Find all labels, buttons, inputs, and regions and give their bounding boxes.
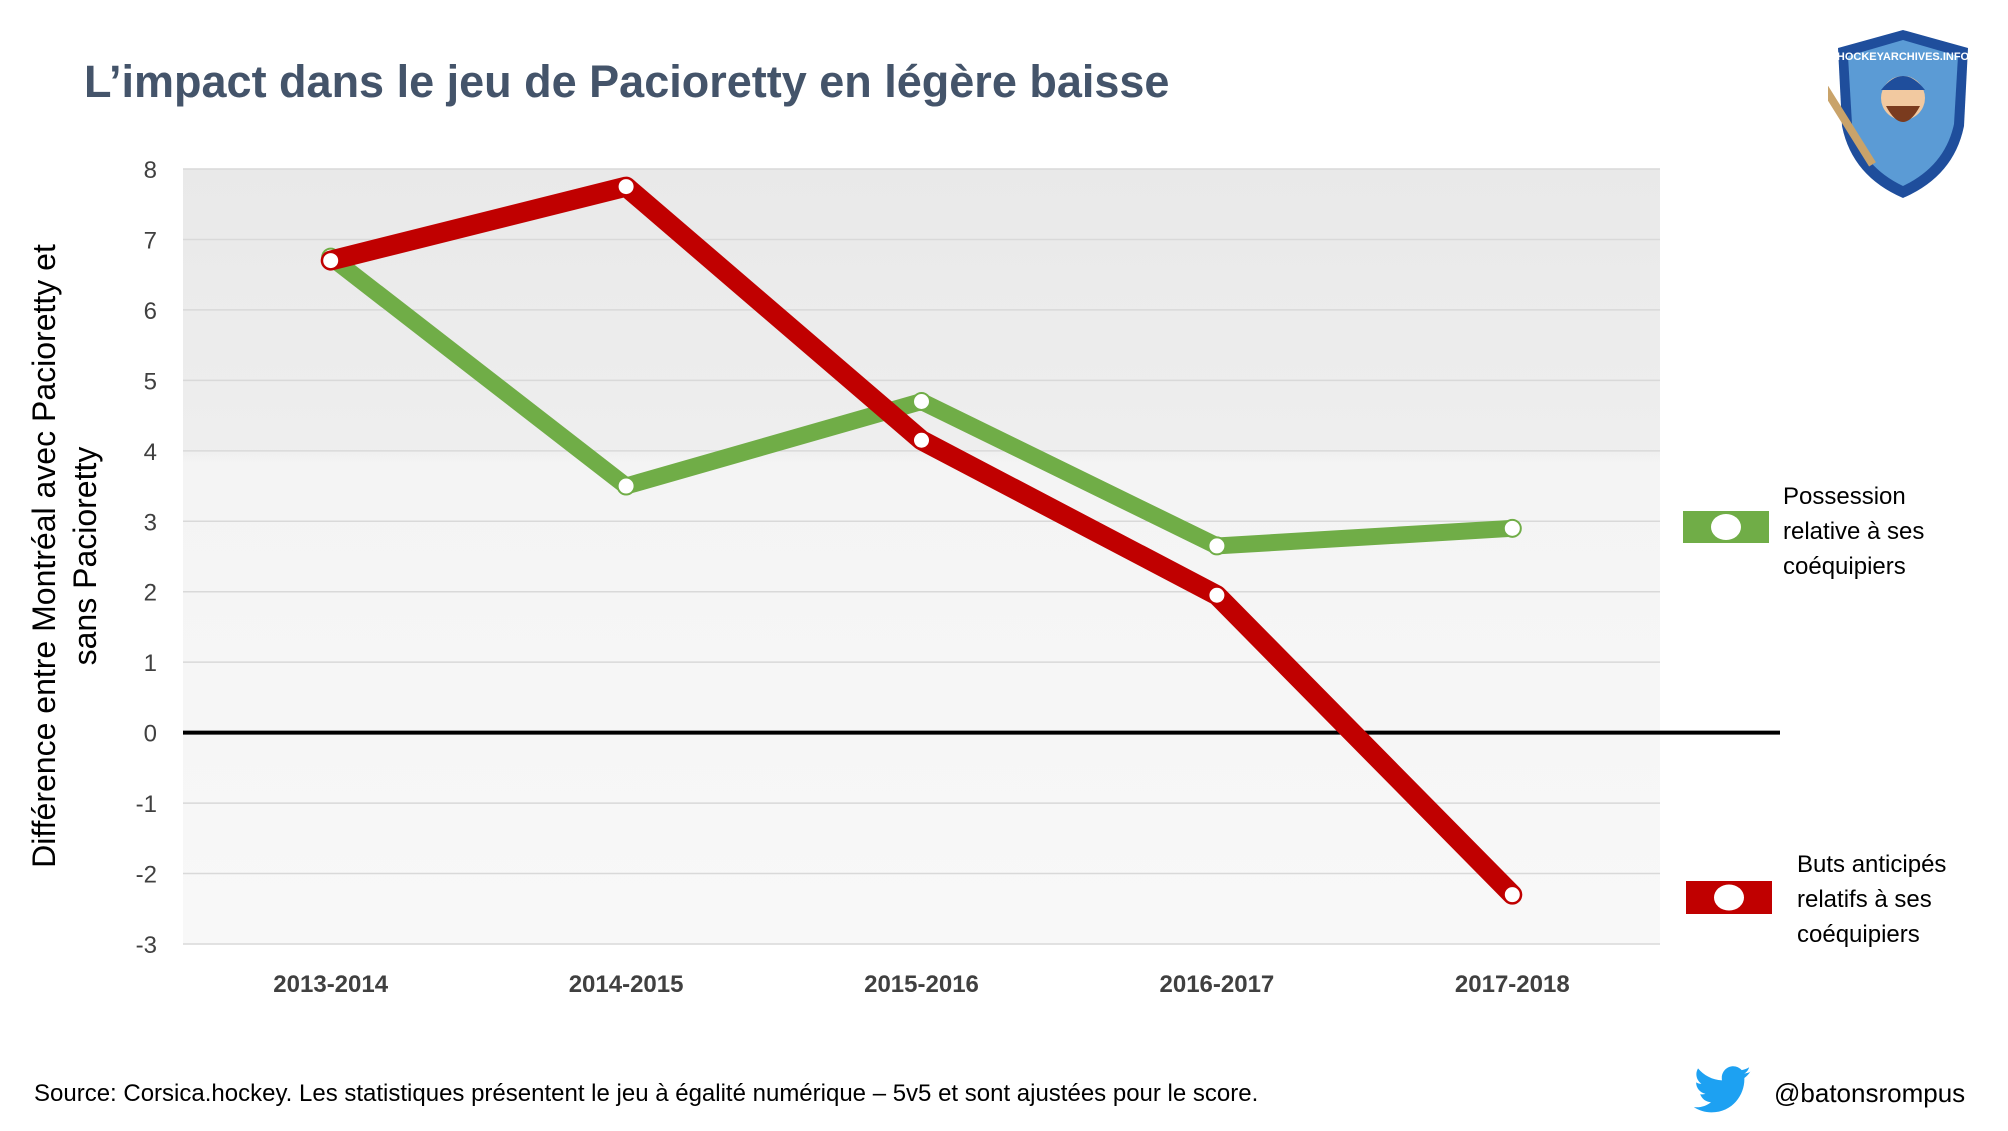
y-tick-label: 8 bbox=[144, 157, 157, 184]
legend-label-line: relatifs à ses bbox=[1797, 886, 1932, 913]
y-tick-label: -1 bbox=[136, 791, 157, 818]
data-point bbox=[616, 177, 636, 197]
y-tick-label: 3 bbox=[144, 509, 157, 536]
y-axis-ticks: 8 7 6 5 4 3 2 1 0 -1 -2 -3 bbox=[136, 157, 157, 959]
twitter-bird-icon bbox=[1694, 1066, 1751, 1113]
data-point bbox=[912, 430, 931, 450]
y-axis-label: Différence entre Montréal avec Paciorett… bbox=[26, 244, 103, 868]
y-tick-label: 2 bbox=[144, 580, 157, 607]
grid-lines bbox=[183, 168, 1660, 945]
x-tick-label: 2013-2014 bbox=[273, 971, 388, 998]
y-tick-label: 0 bbox=[144, 721, 157, 748]
legend-label-line: relative à ses bbox=[1783, 518, 1924, 545]
y-tick-label: -3 bbox=[136, 932, 157, 959]
source-note: Source: Corsica.hockey. Les statistiques… bbox=[34, 1080, 1259, 1107]
data-point bbox=[321, 251, 341, 271]
x-tick-label: 2017-2018 bbox=[1455, 971, 1570, 998]
plot-background bbox=[183, 169, 1660, 944]
legend: Possession relative à ses coéquipiers Buts … bbox=[1683, 483, 1946, 948]
y-axis-label-line: Différence entre Montréal avec Paciorett… bbox=[26, 244, 62, 868]
legend-label-line: Possession bbox=[1783, 483, 1906, 510]
data-point bbox=[1502, 885, 1522, 905]
y-tick-label: 5 bbox=[144, 368, 157, 395]
legend-label-line: coéquipiers bbox=[1783, 553, 1906, 580]
legend-marker bbox=[1711, 514, 1741, 540]
x-tick-label: 2016-2017 bbox=[1160, 971, 1275, 998]
hockey-player-shield-logo: HOCKEYARCHIVES.INFO bbox=[1828, 30, 1970, 198]
y-axis-label-group: Différence entre Montréal avec Paciorett… bbox=[26, 244, 103, 868]
series-lines bbox=[320, 176, 1523, 905]
twitter-handle: @batonsrompus bbox=[1774, 1078, 1966, 1108]
y-tick-label: 1 bbox=[144, 650, 157, 677]
y-tick-label: -2 bbox=[136, 862, 157, 889]
x-tick-label: 2015-2016 bbox=[864, 971, 979, 998]
y-tick-label: 6 bbox=[144, 298, 157, 325]
data-point bbox=[1207, 536, 1227, 556]
chart-title: L’impact dans le jeu de Pacioretty en lé… bbox=[84, 56, 1170, 107]
y-axis-label-line: sans Pacioretty bbox=[67, 447, 103, 666]
x-tick-label: 2014-2015 bbox=[569, 971, 684, 998]
legend-label-line: Buts anticipés bbox=[1797, 851, 1946, 878]
y-tick-label: 7 bbox=[144, 227, 157, 254]
x-axis-ticks: 2013-2014 2014-2015 2015-2016 2016-2017 2017… bbox=[273, 971, 1569, 998]
legend-label-line: coéquipiers bbox=[1797, 921, 1920, 948]
logo-text: HOCKEYARCHIVES.INFO bbox=[1837, 51, 1970, 63]
data-point bbox=[912, 392, 931, 411]
plot-area bbox=[183, 169, 1660, 944]
data-point bbox=[1502, 518, 1522, 538]
data-point bbox=[1207, 585, 1227, 605]
legend-marker bbox=[1714, 884, 1744, 911]
data-point bbox=[616, 476, 636, 496]
y-tick-label: 4 bbox=[144, 439, 157, 466]
